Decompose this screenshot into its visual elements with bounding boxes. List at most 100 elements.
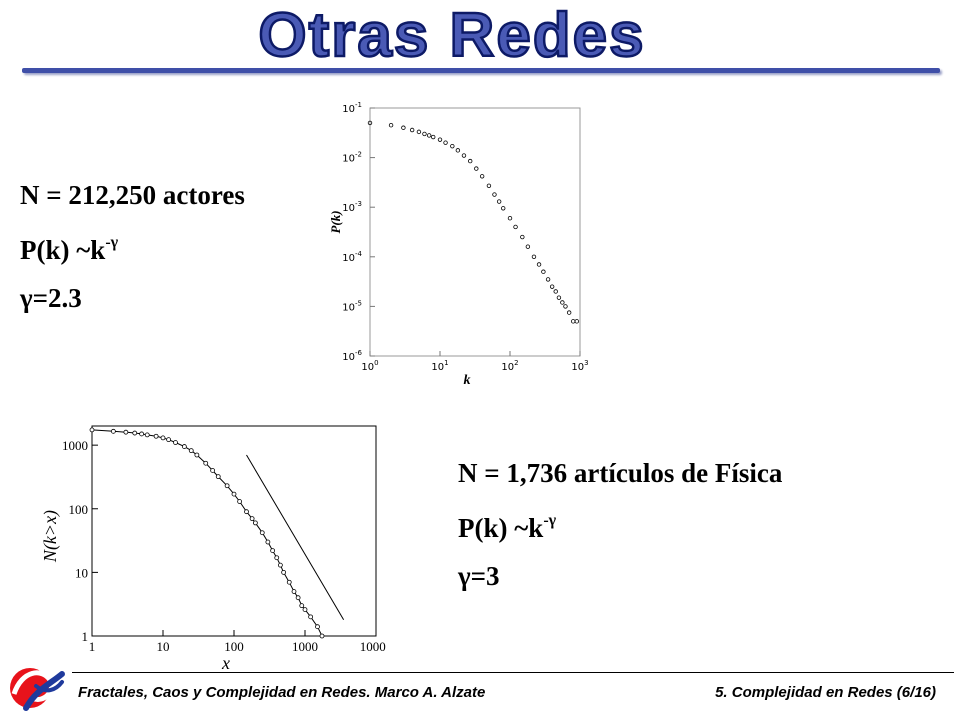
data-point <box>409 127 415 133</box>
y-tick-exponent: -2 <box>355 151 362 159</box>
data-point <box>531 254 537 259</box>
data-point <box>492 192 497 197</box>
data-point <box>249 516 255 522</box>
actors-pk-base: P(k) ~k <box>20 235 106 265</box>
x-tick-label: 100 <box>361 359 378 373</box>
y-tick-label: 100 <box>69 502 89 517</box>
physics-node-count: N = 1,736 artículos de Física <box>458 458 783 488</box>
x-tick-exponent: 3 <box>584 359 588 367</box>
data-point <box>299 603 305 609</box>
footer-page-info: 5. Complejidad en Redes (6/16) <box>715 684 936 701</box>
x-tick-exponent: 1 <box>444 359 448 367</box>
data-point <box>416 129 422 135</box>
data-point <box>123 429 129 435</box>
data-point <box>173 440 178 445</box>
data-point <box>132 430 138 436</box>
x-tick-base: 10 <box>571 362 584 373</box>
data-point <box>574 319 579 324</box>
plot-frame <box>91 425 377 637</box>
x-tick-label: 102 <box>501 359 518 373</box>
data-point <box>281 569 287 575</box>
data-point <box>139 431 145 437</box>
data-point <box>166 437 172 443</box>
data-point <box>513 224 518 230</box>
y-tick-label: 10-4 <box>342 250 362 264</box>
y-tick-label: 10-1 <box>342 101 362 115</box>
data-point <box>277 562 283 568</box>
actors-pk-exponent: -γ <box>105 234 119 251</box>
data-point <box>388 123 394 128</box>
data-point <box>479 174 485 179</box>
y-tick-base: 10 <box>342 154 355 165</box>
data-point <box>549 284 555 289</box>
data-point <box>431 134 436 140</box>
data-point <box>536 262 542 267</box>
data-point <box>215 474 221 480</box>
x-tick-base: 10 <box>361 362 374 373</box>
data-point <box>224 483 230 489</box>
data-point <box>244 509 249 515</box>
physics-stats: N = 1,736 artículos de Física P(k) ~k-γ … <box>458 456 782 607</box>
footer-divider <box>72 672 954 673</box>
y-tick-base: 10 <box>342 203 355 214</box>
data-point <box>450 143 455 149</box>
y-axis-label: P(k) <box>328 210 343 233</box>
data-point <box>291 589 297 594</box>
x-tick-label: 10 <box>157 639 170 654</box>
data-point <box>319 633 325 639</box>
data-point <box>160 435 166 441</box>
y-tick-exponent: -3 <box>355 200 362 208</box>
data-point <box>308 614 314 620</box>
title-banner: Otras Redes <box>257 0 645 71</box>
data-point <box>188 448 194 454</box>
physics-pk-base: P(k) ~k <box>458 513 544 543</box>
data-point <box>563 304 568 309</box>
data-point <box>426 133 432 138</box>
x-tick-label: 10000 <box>360 639 386 654</box>
data-point <box>252 520 258 526</box>
title-underline <box>22 68 940 73</box>
y-tick-label: 10-5 <box>342 299 362 313</box>
data-point <box>461 153 467 158</box>
data-point <box>556 295 562 300</box>
data-point <box>553 289 558 294</box>
data-point <box>443 140 448 145</box>
y-tick-label: 10 <box>75 565 88 580</box>
data-point <box>560 300 565 305</box>
x-tick-exponent: 0 <box>374 359 378 367</box>
data-point <box>286 579 292 585</box>
data-point <box>89 427 95 433</box>
data-point <box>302 607 308 613</box>
data-point <box>474 166 479 171</box>
data-point <box>467 158 473 164</box>
data-point <box>422 131 427 137</box>
data-point <box>153 433 159 439</box>
x-tick-exponent: 2 <box>514 359 518 367</box>
y-tick-label: 1 <box>82 629 89 644</box>
y-axis-label: N(k>x) <box>40 510 61 563</box>
data-point <box>520 234 525 240</box>
y-tick-exponent: -5 <box>355 299 362 307</box>
data-point <box>315 624 320 630</box>
data-point <box>110 428 116 434</box>
physics-power-law: P(k) ~k-γ <box>458 504 782 545</box>
physics-pk-exponent: -γ <box>543 512 557 529</box>
fp-logo-icon <box>10 668 65 711</box>
data-point <box>270 548 276 553</box>
data-point <box>501 206 506 211</box>
y-tick-label: 10-3 <box>342 200 362 214</box>
physics-citation-distribution-chart: 1 10 100 1000 10000 1 10 100 1000 x N(k>x) <box>40 425 386 672</box>
y-tick-base: 10 <box>342 352 355 363</box>
data-point <box>194 452 200 458</box>
x-tick-label: 1000 <box>292 639 318 654</box>
y-tick-base: 10 <box>342 253 355 264</box>
data-point <box>274 555 280 561</box>
data-point <box>525 244 531 249</box>
y-tick-label: 1000 <box>62 438 88 453</box>
data-point <box>144 432 150 438</box>
plot-frame <box>369 107 581 357</box>
x-tick-label: 100 <box>224 639 244 654</box>
data-point <box>486 183 492 189</box>
actors-gamma: γ=2.3 <box>20 283 82 313</box>
data-point <box>181 444 187 449</box>
